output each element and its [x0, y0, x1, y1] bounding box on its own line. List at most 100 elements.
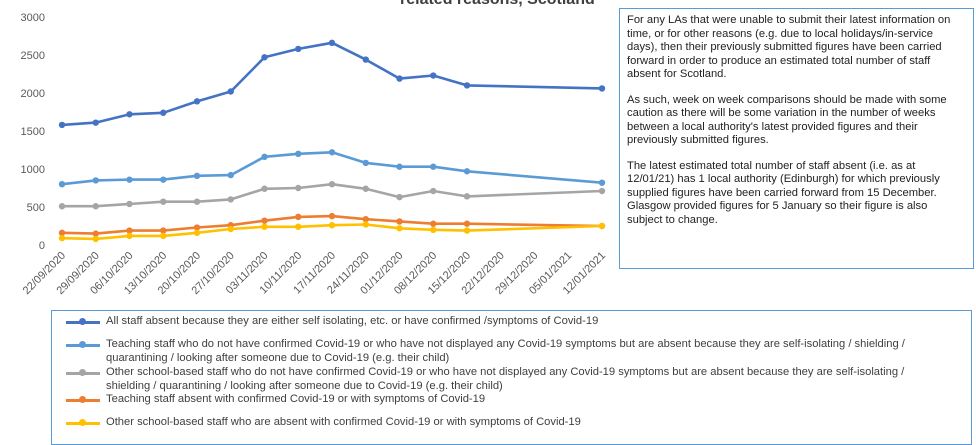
data-point — [430, 226, 437, 233]
data-point — [126, 227, 133, 234]
data-point — [92, 235, 99, 243]
legend-label: Teaching staff who do not have confirmed… — [106, 338, 905, 364]
data-point — [430, 72, 437, 79]
data-point — [598, 179, 606, 186]
note-paragraph-1: For any LAs that were unable to submit t… — [627, 14, 951, 80]
data-point — [261, 185, 268, 192]
data-point — [160, 227, 167, 234]
y-axis: 0 500 1000 1500 2000 2500 3000 — [21, 12, 45, 252]
data-point — [261, 153, 268, 161]
data-point — [328, 212, 336, 220]
data-point — [328, 222, 336, 229]
data-point — [227, 171, 234, 179]
data-point — [227, 88, 234, 95]
data-point — [396, 218, 403, 225]
data-point — [328, 181, 336, 188]
data-point — [598, 85, 606, 92]
data-point — [396, 193, 403, 201]
legend-marker — [79, 369, 86, 376]
data-point — [295, 150, 302, 157]
legend: All staff absent because they are either… — [51, 310, 972, 445]
data-point — [92, 230, 99, 237]
data-point — [92, 203, 99, 210]
data-point — [328, 149, 336, 156]
data-point — [261, 217, 268, 224]
data-point — [58, 229, 66, 237]
data-point — [58, 121, 66, 129]
data-point — [396, 225, 403, 232]
data-point — [295, 223, 302, 230]
data-point — [362, 221, 369, 228]
x-axis: 22/09/202029/09/202006/10/202013/10/2020… — [21, 250, 608, 297]
series-line-3 — [58, 181, 606, 210]
legend-label: Other school-based staff who do not have… — [106, 366, 905, 392]
data-point — [295, 45, 302, 53]
data-point — [598, 187, 606, 195]
legend-item-teaching-confirmed: Teaching staff absent with confirmed Cov… — [66, 393, 946, 407]
data-point — [362, 215, 369, 223]
line-chart: related reasons, Scotland 0 500 1000 1500 20… — [21, 0, 609, 297]
data-point — [463, 193, 471, 200]
legend-marker — [79, 419, 86, 426]
y-tick-label: 2000 — [21, 88, 45, 100]
legend-item-other-confirmed: Other school-based staff who are absent … — [66, 416, 946, 430]
data-point — [362, 185, 369, 192]
series-path — [61, 214, 603, 235]
y-tick-label: 1500 — [21, 126, 45, 138]
data-point — [227, 225, 234, 233]
series-line-2 — [58, 149, 606, 188]
series-path — [61, 223, 603, 241]
legend-label: Other school-based staff who are absent … — [106, 416, 581, 428]
data-point — [92, 119, 99, 126]
y-tick-label: 2500 — [21, 50, 45, 62]
data-point — [396, 75, 403, 82]
data-point — [58, 234, 66, 242]
data-point — [160, 198, 167, 205]
data-point — [362, 56, 369, 63]
note-paragraph-3: The latest estimated total number of sta… — [627, 159, 940, 226]
legend-marker — [79, 318, 86, 325]
data-point — [328, 39, 336, 47]
data-point — [227, 196, 234, 203]
y-tick-label: 0 — [39, 240, 45, 252]
legend-item-other-isolating: Other school-based staff who do not have… — [66, 366, 946, 393]
y-tick-label: 3000 — [21, 12, 45, 24]
data-point — [463, 168, 471, 175]
data-point — [430, 220, 437, 227]
data-point — [58, 203, 66, 210]
data-point — [261, 54, 268, 61]
data-point — [193, 224, 201, 231]
data-point — [160, 176, 167, 183]
data-point — [463, 82, 471, 89]
data-point — [430, 163, 437, 170]
data-point — [295, 184, 302, 192]
data-point — [430, 187, 437, 195]
data-point — [261, 223, 268, 230]
data-point — [126, 200, 133, 208]
series-line-1 — [58, 39, 606, 129]
legend-label: Teaching staff absent with confirmed Cov… — [106, 393, 486, 405]
data-point — [58, 181, 66, 188]
y-tick-label: 500 — [27, 202, 45, 214]
data-point — [193, 229, 201, 237]
legend-marker — [79, 396, 86, 403]
data-point — [160, 109, 167, 116]
y-tick-label: 1000 — [21, 164, 45, 176]
series-layer — [58, 39, 606, 243]
data-point — [126, 176, 133, 183]
data-point — [126, 111, 133, 118]
data-point — [126, 232, 133, 240]
chart-title: related reasons, Scotland — [400, 0, 595, 8]
series-path — [61, 151, 603, 186]
data-point — [396, 163, 403, 170]
data-point — [463, 220, 471, 227]
series-path — [62, 182, 603, 208]
data-point — [193, 172, 201, 180]
data-point — [295, 213, 302, 221]
series-line-4 — [58, 212, 606, 237]
data-point — [598, 222, 606, 230]
series-line-5 — [58, 221, 606, 243]
legend-item-all-staff: All staff absent because they are either… — [66, 315, 946, 329]
note-paragraph-2: As such, week on week comparisons should… — [627, 93, 947, 147]
data-point — [92, 177, 99, 184]
